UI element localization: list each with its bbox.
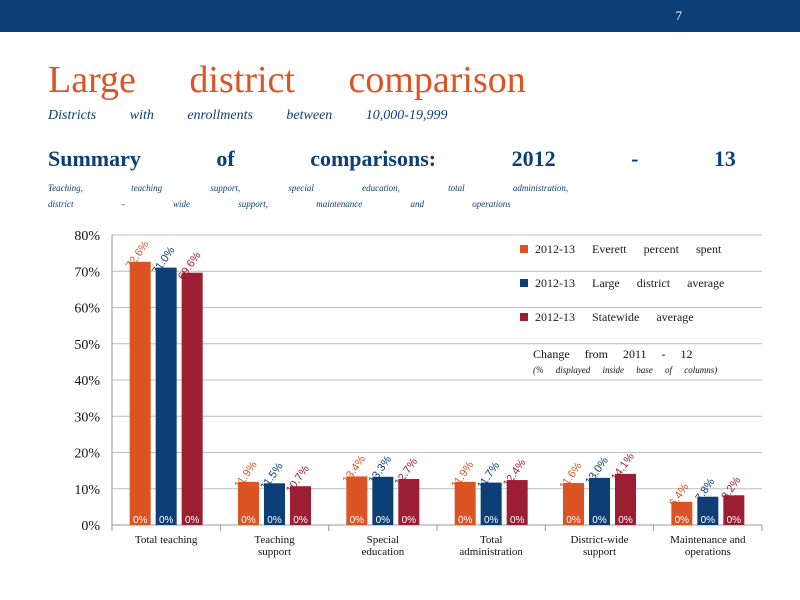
change-label: 0% <box>133 515 148 526</box>
change-label: 0% <box>675 515 690 526</box>
bar <box>290 486 311 525</box>
x-tick-label: support <box>583 546 616 558</box>
change-label: 0% <box>376 515 391 526</box>
y-tick-label: 70% <box>74 265 100 280</box>
x-tick-label: support <box>258 546 291 558</box>
bar <box>346 476 368 525</box>
legend-label: 2012-13 Large district average <box>535 276 724 290</box>
legend-label: 2012-13 Statewide average <box>535 310 694 324</box>
x-tick-label: education <box>361 546 404 558</box>
y-tick-label: 40% <box>74 374 100 389</box>
slide-subtitle: Districts with enrollments between 10,00… <box>48 108 448 123</box>
change-label: 0% <box>618 515 633 526</box>
x-tick-label: District-wide <box>570 534 628 546</box>
change-label: 0% <box>185 515 200 526</box>
bar <box>454 481 476 525</box>
bar <box>563 482 584 525</box>
y-tick-label: 80% <box>74 229 100 244</box>
bar <box>615 473 636 525</box>
header-bar: 7 <box>0 0 800 32</box>
bar <box>723 495 745 525</box>
legend-label: 2012-13 Everett percent spent <box>535 242 722 256</box>
change-label: 0% <box>293 515 308 526</box>
change-label: 0% <box>458 515 473 526</box>
x-tick-label: administration <box>459 546 523 558</box>
y-tick-label: 60% <box>74 302 100 317</box>
change-label: 0% <box>566 515 581 526</box>
change-label: 0% <box>267 515 282 526</box>
bar <box>697 496 719 525</box>
x-tick-label: Maintenance and <box>670 534 746 546</box>
bar <box>671 501 693 525</box>
bar <box>480 482 502 525</box>
x-tick-label: Total teaching <box>135 534 198 546</box>
change-note-title: Change from 2011 - 12 <box>533 347 693 361</box>
bar <box>181 272 203 525</box>
bar <box>238 481 259 525</box>
x-tick-label: Total <box>480 534 502 546</box>
y-tick-label: 0% <box>81 519 100 534</box>
legend-swatch <box>520 279 528 287</box>
change-label: 0% <box>159 515 174 526</box>
y-tick-label: 50% <box>74 338 100 353</box>
bar <box>155 267 177 525</box>
x-tick-label: Teaching <box>254 534 295 546</box>
change-label: 0% <box>484 515 499 526</box>
change-label: 0% <box>402 515 417 526</box>
change-label: 0% <box>510 515 525 526</box>
x-tick-label: operations <box>685 546 731 558</box>
bar <box>589 477 610 525</box>
legend-swatch <box>520 245 528 253</box>
slide-title: Large district comparison <box>48 59 526 101</box>
change-note-subtitle: (% displayed inside base of columns) <box>533 365 717 375</box>
change-label: 0% <box>727 515 742 526</box>
change-label: 0% <box>592 515 607 526</box>
summary-title: Summary of comparisons: 2012 - 13 <box>48 146 736 171</box>
x-tick-label: Special <box>367 534 399 546</box>
bar <box>129 261 151 525</box>
y-tick-label: 10% <box>74 483 100 498</box>
page-number: 7 <box>675 8 683 23</box>
y-tick-label: 30% <box>74 410 100 425</box>
change-label: 0% <box>701 515 716 526</box>
change-label: 0% <box>241 515 256 526</box>
bar <box>506 480 528 525</box>
summary-description: Teaching, teaching support, special educ… <box>48 183 569 209</box>
y-tick-label: 20% <box>74 447 100 462</box>
bar <box>372 476 394 525</box>
bar <box>264 483 285 525</box>
bar <box>398 478 420 525</box>
legend-swatch <box>520 313 528 321</box>
change-label: 0% <box>350 515 365 526</box>
